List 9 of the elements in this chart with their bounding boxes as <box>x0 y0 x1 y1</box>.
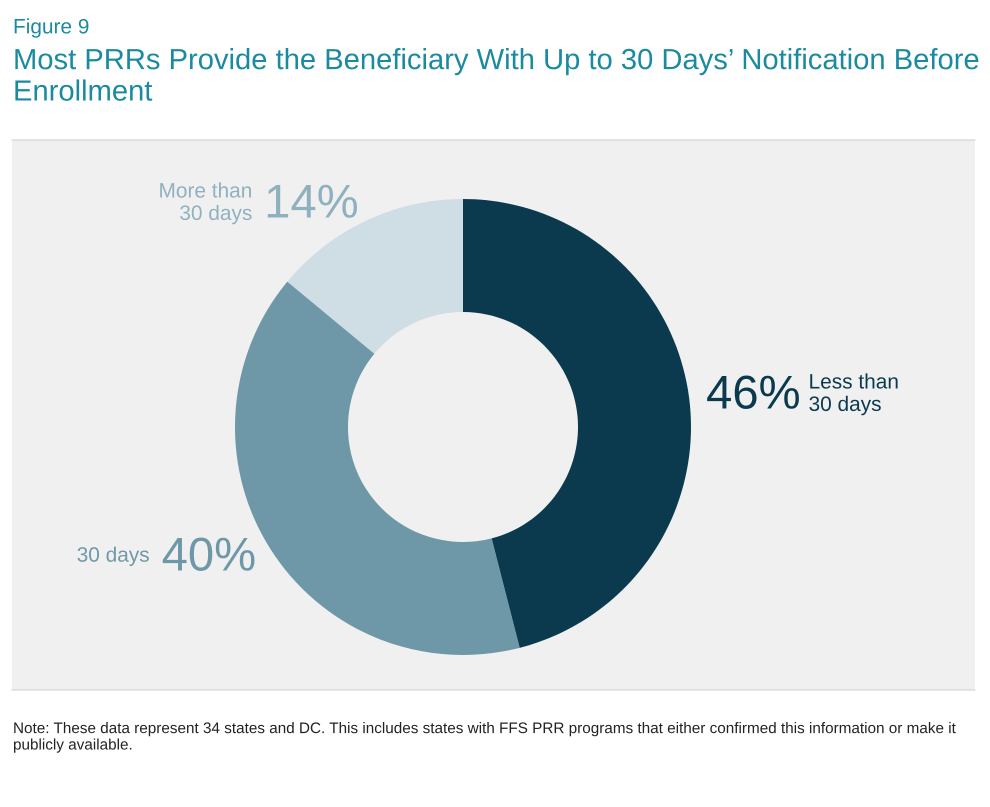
chart-subtitle: Figure 9 <box>14 18 88 38</box>
data-label: 14% <box>268 184 358 218</box>
slice-label: Less than 30 days <box>809 373 898 416</box>
slice-label: 30 days <box>77 546 149 566</box>
chart-title: Most PRRs Provide the Beneficiary With Up to 30 Days’ Notification Before Enrollment <box>15 48 978 101</box>
data-label: 40% <box>162 538 254 571</box>
slice-label: More than 30 days <box>160 182 252 224</box>
data-label: 46% <box>707 376 799 409</box>
text: Note: These data represent 34 states and DC. This includes states with FFS PRR programs that either confirmed this information or make it publicly available. <box>14 722 956 753</box>
